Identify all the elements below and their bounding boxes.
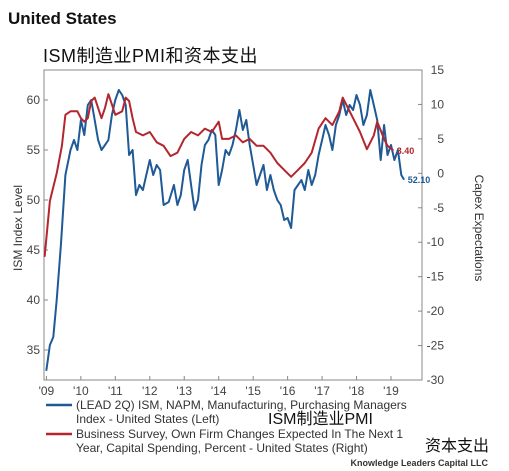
left-tick-label-5: 60 xyxy=(27,93,41,107)
x-tick-label-2: '11 xyxy=(108,384,123,398)
legend-capex-line1: Business Survey, Own Firm Changes Expect… xyxy=(76,427,403,441)
left-tick-label-1: 40 xyxy=(27,293,41,307)
right-tick-label-4: -5 xyxy=(433,201,444,215)
left-tick-label-0: 35 xyxy=(27,343,41,357)
end-label-1: 52.10 xyxy=(408,175,431,185)
right-y-axis: 15 10 5 0 -5 -10 -15 -20 -25 -30 xyxy=(418,63,444,387)
legend-capex-line2: Year, Capital Spending, Percent - United… xyxy=(76,441,368,455)
x-tick-label-5: '14 xyxy=(211,384,227,398)
credit-text: Knowledge Leaders Capital LLC xyxy=(350,458,488,468)
left-tick-label-3: 50 xyxy=(27,193,41,207)
x-tick-label-9: '18 xyxy=(349,384,365,398)
right-axis-title: Capex Expectations xyxy=(472,175,486,282)
series-layer xyxy=(43,89,405,371)
x-tick-label-10: '19 xyxy=(383,384,399,398)
left-y-axis: 35 40 45 50 55 60 xyxy=(27,93,48,357)
legend-ism-line1: (LEAD 2Q) ISM, NAPM, Manufacturing, Purc… xyxy=(76,398,407,412)
end-labels: 3.40 52.10 xyxy=(397,146,431,185)
left-tick-label-2: 45 xyxy=(27,243,41,257)
left-axis-title: ISM Index Level xyxy=(11,185,25,271)
x-tick-label-7: '16 xyxy=(280,384,296,398)
right-tick-label-3: 0 xyxy=(437,166,444,180)
right-tick-label-5: -10 xyxy=(427,235,445,249)
x-tick-label-3: '12 xyxy=(142,384,158,398)
overlay-note-capex: 资本支出 xyxy=(425,437,489,455)
legend: (LEAD 2Q) ISM, NAPM, Manufacturing, Purc… xyxy=(46,398,407,455)
right-tick-label-2: 5 xyxy=(437,132,444,146)
right-tick-label-9: -30 xyxy=(427,373,445,387)
x-tick-label-6: '15 xyxy=(245,384,261,398)
right-tick-label-6: -15 xyxy=(427,270,445,284)
chart-title: United States xyxy=(8,9,117,28)
end-label-0: 3.40 xyxy=(397,146,415,156)
plot-frame xyxy=(43,69,423,381)
legend-ism-line2: Index - United States (Left) xyxy=(76,412,219,426)
x-axis: '09 '10 '11 '12 '13 '14 '15 '16 '17 '18 '19 xyxy=(39,376,399,398)
x-tick-label-1: '10 xyxy=(73,384,89,398)
x-tick-label-8: '17 xyxy=(314,384,330,398)
right-tick-label-1: 10 xyxy=(431,97,445,111)
overlay-note-ism: ISM制造业PMI xyxy=(268,410,373,428)
right-tick-label-0: 15 xyxy=(431,63,445,77)
right-tick-label-8: -25 xyxy=(427,339,445,353)
chart-subtitle: ISM制造业PMI和资本支出 xyxy=(43,46,258,66)
x-tick-label-4: '13 xyxy=(176,384,192,398)
x-tick-label-0: '09 xyxy=(39,384,55,398)
series-line-ism xyxy=(45,89,405,371)
left-tick-label-4: 55 xyxy=(27,143,41,157)
right-tick-label-7: -20 xyxy=(427,304,445,318)
series-line-capex xyxy=(43,93,394,257)
